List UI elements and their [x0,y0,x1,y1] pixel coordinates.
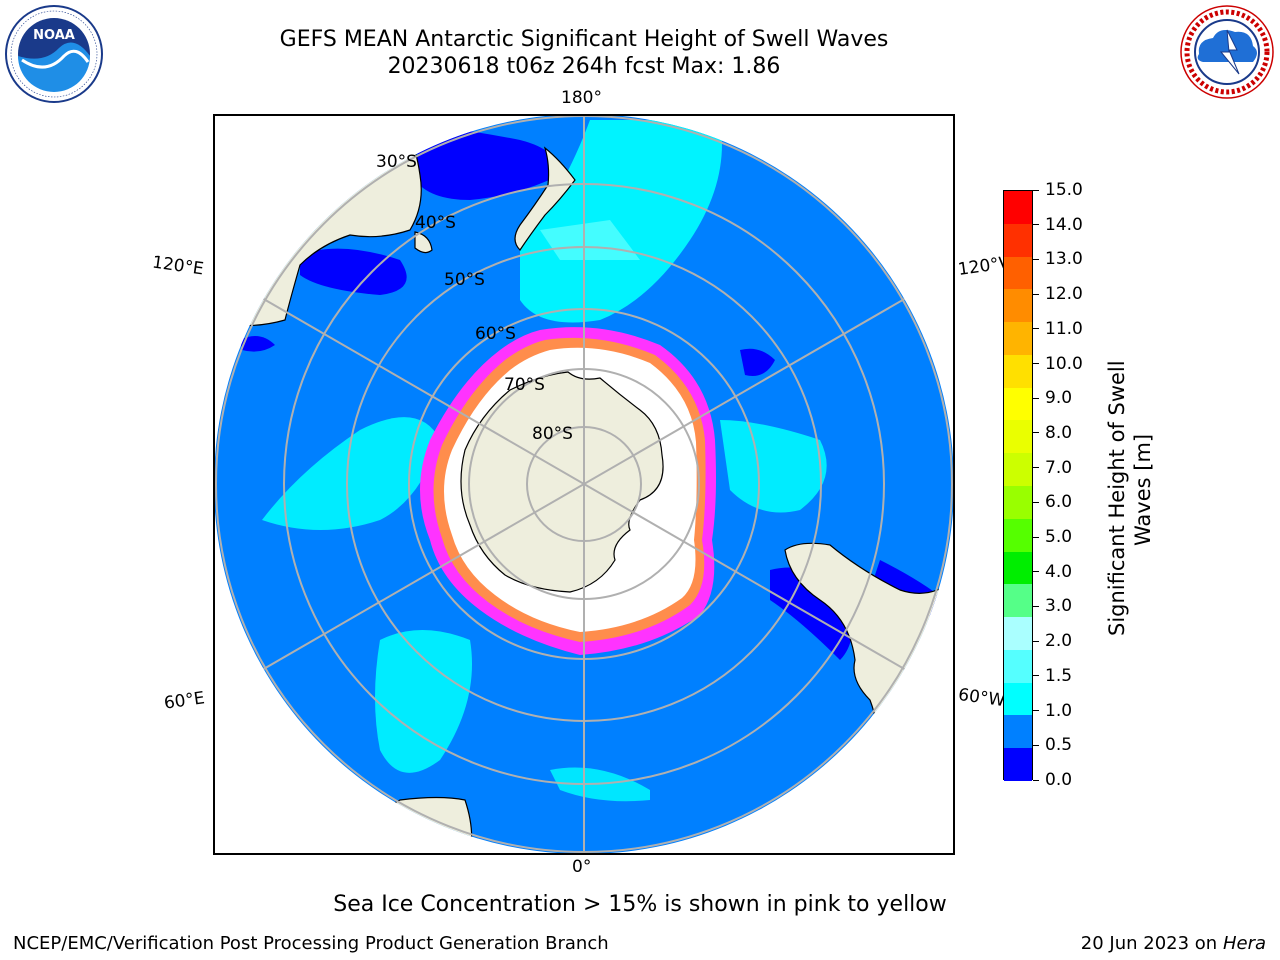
colorbar-segment [1004,584,1032,618]
colorbar-tick-label: 13.0 [1045,249,1083,270]
colorbar-tick-mark [1033,224,1039,226]
colorbar-tick-label: 0.0 [1045,770,1073,790]
lat-label-50s: 50°S [444,270,485,290]
colorbar-segment [1004,453,1032,486]
colorbar-tick-mark [1033,640,1039,642]
colorbar-tick-mark [1033,328,1039,330]
lon-label-top: 180° [561,88,602,108]
colorbar-tick-mark [1033,571,1039,573]
colorbar-tick-label: 5.0 [1045,527,1073,548]
chart-title-line1: GEFS MEAN Antarctic Significant Height o… [279,27,889,52]
colorbar-segment [1004,551,1032,585]
colorbar-tick-label: 9.0 [1045,388,1073,409]
colorbar-tick-mark [1033,258,1039,260]
swell-region-indian [262,417,440,530]
noaa-logo: NOAA [5,5,103,103]
colorbar-tick-label: 3.0 [1045,596,1073,617]
date-machine: Hera [1222,933,1266,954]
colorbar-tick-label: 12.0 [1045,284,1083,305]
colorbar-tick-label: 15.0 [1045,180,1083,200]
sea-ice-caption: Sea Ice Concentration > 15% is shown in … [333,892,947,917]
lat-label-70s: 70°S [504,375,545,395]
colorbar-tick-mark [1033,432,1039,434]
land-antarctica [460,371,664,593]
colorbar-tick-mark [1033,189,1039,191]
colorbar-segment [1004,486,1032,519]
colorbar-tick-mark [1033,397,1039,399]
land-tasmania [414,231,433,254]
colorbar-label: Significant Height of Swell Waves [m] [1105,360,1155,636]
colorbar-segment [1004,420,1032,454]
noaa-logo-text: NOAA [33,28,75,43]
date-text: 20 Jun 2023 on Hera [1081,933,1266,954]
colorbar-segment [1004,748,1032,781]
colorbar-tick-label: 8.0 [1045,422,1073,443]
colorbar-tick-mark [1033,501,1039,503]
colorbar-segment [1004,617,1032,650]
swell-region-east [720,420,827,513]
colorbar-segment [1004,518,1032,552]
colorbar-tick-label: 4.0 [1045,561,1073,582]
colorbar-tick-mark [1033,605,1039,607]
colorbar-tick-label: 14.0 [1045,214,1083,235]
colorbar-segment [1004,649,1032,683]
colorbar-segment [1004,682,1032,716]
colorbar-tick-mark [1033,467,1039,469]
lat-label-30s: 30°S [376,152,417,172]
colorbar-label-line1: Significant Height of Swell [1105,360,1129,636]
swell-region-south-atlantic [375,630,472,773]
colorbar-tick-label: 1.5 [1045,665,1073,686]
swell-region-pacific [520,120,722,323]
deep-blue-patch-1 [415,125,560,200]
date-prefix: 20 Jun 2023 on [1080,933,1218,954]
colorbar-segment [1004,322,1032,355]
nws-logo [1180,5,1274,99]
colorbar-segment [1004,191,1032,224]
colorbar-tick-mark [1033,293,1039,295]
colorbar-tick-label: 7.0 [1045,457,1073,478]
colorbar-ticks: 15.0 14.0 13.0 12.0 11.0 10.0 9.0 8.0 7.0 6.0 5.0 4… [1033,180,1103,790]
colorbar-tick-mark [1033,363,1039,365]
colorbar-segment [1004,223,1032,257]
colorbar-segment [1004,354,1032,388]
colorbar-label-line2: Waves [m] [1131,434,1155,546]
colorbar-tick-label: 0.5 [1045,735,1073,756]
lon-label-bottom: 0° [572,857,592,877]
lat-label-80s: 80°S [532,424,573,444]
colorbar-segment [1004,256,1032,290]
colorbar-tick-mark [1033,744,1039,746]
chart-title-line2: 20230618 t06z 264h fcst Max: 1.86 [387,54,781,79]
credit-text: NCEP/EMC/Verification Post Processing Pr… [13,933,609,954]
colorbar [1003,190,1033,781]
colorbar-tick-label: 10.0 [1045,353,1083,374]
lat-label-40s: 40°S [415,213,456,233]
colorbar-tick-mark [1033,779,1039,781]
lat-label-60s: 60°S [475,324,516,344]
colorbar-tick-mark [1033,675,1039,677]
colorbar-segment [1004,387,1032,421]
land-new-zealand [514,146,576,251]
colorbar-tick-label: 2.0 [1045,631,1073,652]
colorbar-segment [1004,289,1032,323]
map-frame [213,114,955,855]
colorbar-tick-label: 1.0 [1045,700,1073,721]
colorbar-tick-label: 6.0 [1045,492,1073,513]
colorbar-tick-mark [1033,710,1039,712]
colorbar-tick-mark [1033,536,1039,538]
colorbar-segment [1004,715,1032,749]
colorbar-tick-label: 11.0 [1045,318,1083,339]
